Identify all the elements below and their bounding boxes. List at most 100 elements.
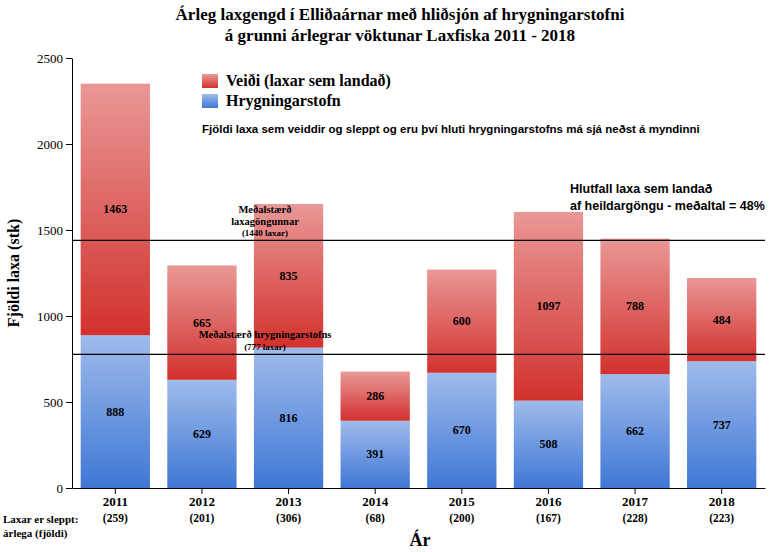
x-axis: 2011 2012 2013 2014 2015 2016 2017 2018: [73, 488, 766, 509]
tick-label: 2015: [449, 494, 476, 509]
y-axis: 0 500 1000 1500 2000 2500: [37, 51, 73, 496]
data-label: 788: [626, 299, 644, 313]
tick-mark: [66, 402, 72, 403]
tick-label: 1000: [37, 309, 63, 324]
data-label: 629: [193, 427, 211, 441]
tick-mark: [66, 316, 72, 317]
legend: Veiði (laxar sem landað) Hrygningarstofn: [202, 72, 391, 110]
legend-label: Veiði (laxar sem landað): [226, 72, 391, 90]
bars: [81, 84, 757, 488]
released-label: (68): [366, 512, 385, 525]
data-label: 484: [713, 313, 731, 327]
annotation: af heildargöngu - meðaltal = 48%: [570, 199, 765, 213]
bar: [427, 270, 496, 373]
data-label: 1097: [536, 299, 560, 313]
tick-mark: [635, 488, 636, 494]
released-label: (167): [536, 512, 561, 525]
tick-mark: [721, 488, 722, 494]
legend-swatch: [202, 94, 218, 108]
tick: 2013: [276, 488, 303, 509]
data-label: 662: [626, 424, 644, 438]
bar: [687, 361, 756, 488]
tick-label: 2016: [535, 494, 562, 509]
legend-swatch: [202, 74, 218, 88]
tick: 2000: [37, 137, 72, 152]
data-label: 391: [366, 447, 384, 461]
tick-label: 500: [44, 395, 64, 410]
y-axis-title: Fjöldi laxa (stk): [5, 219, 23, 327]
tick-label: 0: [57, 481, 64, 496]
reference-label: (777 laxar): [244, 342, 286, 352]
tick-mark: [375, 488, 376, 494]
released-label: (259): [103, 512, 128, 525]
bar: [167, 265, 236, 379]
bar: [167, 380, 236, 488]
reference-line: [72, 354, 765, 355]
tick-mark: [115, 488, 116, 494]
tick: 2500: [37, 51, 72, 66]
reference-label: (1440 laxar): [242, 228, 288, 238]
chart: Árleg laxgengd í Elliðaárnar með hliðsjó…: [0, 0, 775, 552]
tick: 2018: [709, 488, 736, 509]
data-label: 665: [193, 316, 211, 330]
tick-label: 2011: [103, 494, 128, 509]
bar: [427, 373, 496, 488]
released-label: (223): [709, 512, 734, 525]
axis-line: [73, 488, 766, 489]
tick: 2016: [535, 488, 562, 509]
title: Árleg laxgengd í Elliðaárnar með hliðsjó…: [176, 5, 625, 24]
tick: 1000: [37, 309, 72, 324]
axis-line: [72, 59, 73, 489]
reference-label: Meðalstærð hrygningarstofns: [199, 329, 332, 340]
tick-mark: [548, 488, 549, 494]
annotation: Hlutfall laxa sem landað: [570, 182, 713, 196]
bar: [341, 421, 410, 488]
data-label: 670: [453, 423, 471, 437]
bar: [81, 335, 150, 488]
tick-mark: [66, 58, 72, 59]
data-label: 816: [280, 411, 298, 425]
tick-label: 2017: [622, 494, 649, 509]
tick-mark: [288, 488, 289, 494]
tick-label: 2012: [189, 494, 215, 509]
bar: [514, 401, 583, 488]
tick-label: 2013: [276, 494, 303, 509]
released-title: Laxar er sleppt:: [3, 513, 78, 525]
reference-line: [72, 240, 765, 241]
data-label: 1463: [103, 202, 127, 216]
tick: 2017: [622, 488, 649, 509]
data-label: 600: [453, 314, 471, 328]
tick-mark: [66, 230, 72, 231]
released-title: árlega (fjöldi): [3, 527, 68, 540]
tick: 2014: [362, 488, 389, 509]
data-label: 737: [713, 418, 731, 432]
data-label: 888: [106, 405, 124, 419]
bar: [254, 348, 323, 488]
tick: 2011: [103, 488, 128, 509]
data-label: 835: [280, 269, 298, 283]
tick: 500: [44, 395, 73, 410]
released-label: (200): [449, 512, 474, 525]
reference-label: Meðalstærð: [238, 204, 291, 215]
tick-label: 2500: [37, 51, 63, 66]
annotation: Fjöldi laxa sem veiddir og sleppt og eru…: [202, 123, 700, 135]
bar: [687, 278, 756, 361]
tick: 2012: [189, 488, 215, 509]
legend-label: Hrygningarstofn: [226, 92, 341, 110]
tick-label: 2014: [362, 494, 389, 509]
tick: 1500: [37, 223, 72, 238]
tick-label: 1500: [37, 223, 63, 238]
tick-mark: [461, 488, 462, 494]
released-label: (306): [276, 512, 301, 525]
released-label: (201): [189, 512, 214, 525]
data-label: 508: [539, 437, 557, 451]
tick: 2015: [449, 488, 476, 509]
reference-label: laxagöngunnar: [231, 216, 299, 227]
tick-mark: [66, 144, 72, 145]
data-label: 286: [366, 389, 384, 403]
tick-mark: [66, 488, 72, 489]
released-label: (228): [623, 512, 648, 525]
bar: [600, 374, 669, 488]
tick-mark: [201, 488, 202, 494]
tick: 0: [57, 481, 73, 496]
